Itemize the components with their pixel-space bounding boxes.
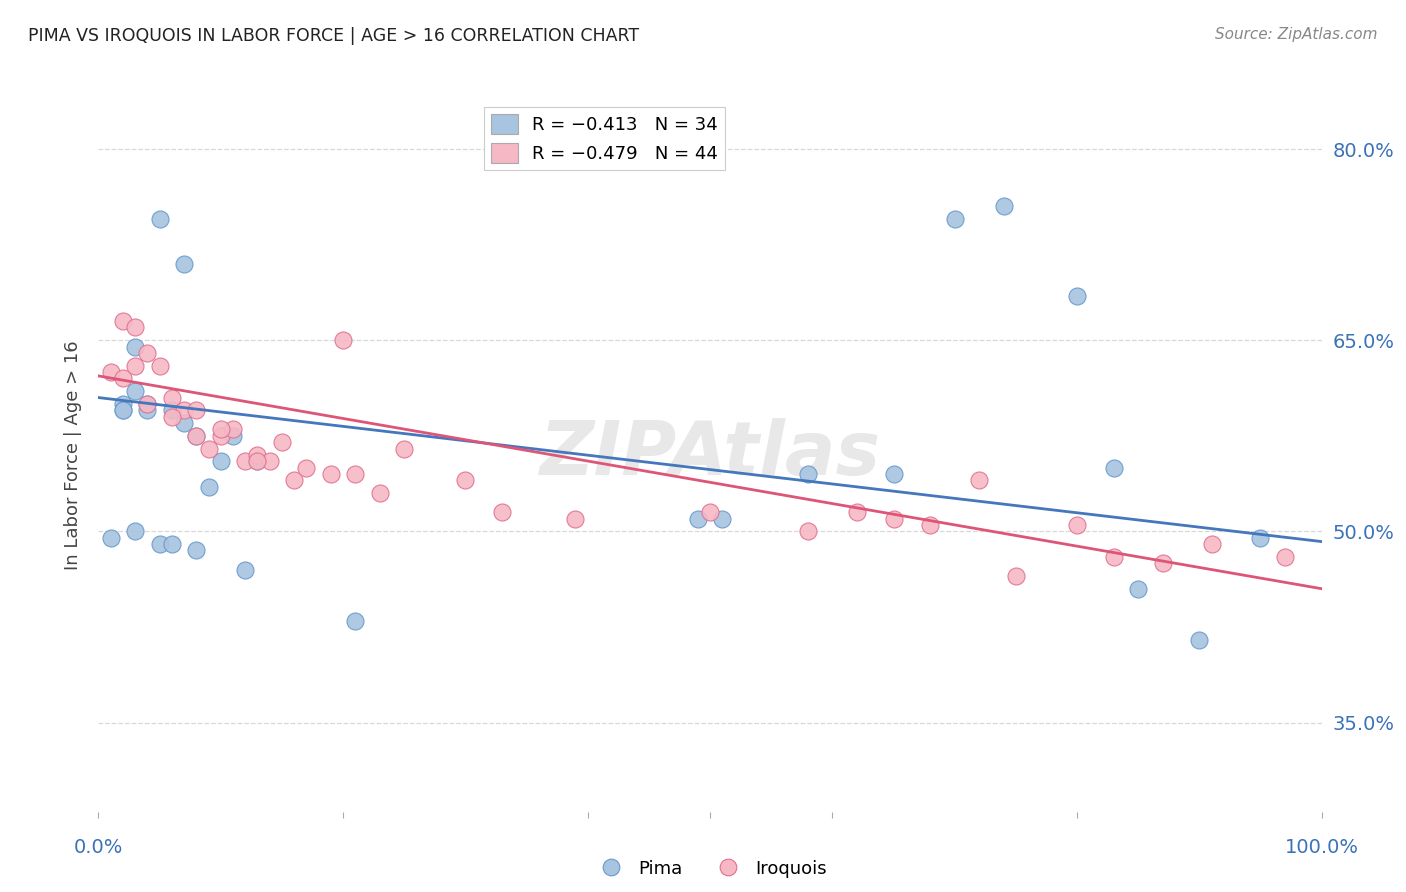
Point xyxy=(173,403,195,417)
Point xyxy=(319,467,342,481)
Point xyxy=(270,435,294,450)
Point xyxy=(283,474,305,488)
Point xyxy=(295,460,318,475)
Point xyxy=(100,365,122,379)
Point xyxy=(111,403,134,417)
Point xyxy=(136,403,159,417)
Point xyxy=(149,537,172,551)
Point xyxy=(1066,288,1088,302)
Point xyxy=(233,563,256,577)
Point xyxy=(100,531,122,545)
Point xyxy=(491,505,513,519)
Point xyxy=(136,397,159,411)
Point xyxy=(797,524,820,539)
Point xyxy=(160,403,183,417)
Point xyxy=(111,403,134,417)
Point xyxy=(686,511,709,525)
Point xyxy=(967,474,990,488)
Text: PIMA VS IROQUOIS IN LABOR FORCE | AGE > 16 CORRELATION CHART: PIMA VS IROQUOIS IN LABOR FORCE | AGE > … xyxy=(28,27,640,45)
Point xyxy=(1102,549,1125,564)
Legend: Pima, Iroquois: Pima, Iroquois xyxy=(586,853,834,885)
Point xyxy=(344,614,367,628)
Y-axis label: In Labor Force | Age > 16: In Labor Force | Age > 16 xyxy=(63,340,82,570)
Point xyxy=(246,448,269,462)
Point xyxy=(124,340,146,354)
Point xyxy=(259,454,281,468)
Point xyxy=(160,537,183,551)
Point xyxy=(197,442,219,456)
Point xyxy=(344,467,367,481)
Point xyxy=(124,320,146,334)
Point xyxy=(173,257,195,271)
Point xyxy=(186,403,208,417)
Point xyxy=(1249,531,1271,545)
Point xyxy=(1004,569,1026,583)
Point xyxy=(186,543,208,558)
Point xyxy=(454,474,477,488)
Point xyxy=(173,416,195,430)
Point xyxy=(943,212,966,227)
Point xyxy=(564,511,586,525)
Point xyxy=(186,429,208,443)
Point xyxy=(883,511,905,525)
Point xyxy=(124,384,146,399)
Point xyxy=(160,409,183,424)
Point xyxy=(149,212,172,227)
Point xyxy=(124,359,146,373)
Point xyxy=(1066,518,1088,533)
Point xyxy=(246,454,269,468)
Text: 100.0%: 100.0% xyxy=(1285,838,1358,857)
Point xyxy=(1274,549,1296,564)
Text: ZIPAtlas: ZIPAtlas xyxy=(540,418,880,491)
Point xyxy=(186,429,208,443)
Point xyxy=(845,505,868,519)
Point xyxy=(1152,556,1174,570)
Point xyxy=(1128,582,1150,596)
Point xyxy=(136,346,159,360)
Point xyxy=(392,442,416,456)
Point xyxy=(209,422,232,436)
Point xyxy=(222,429,245,443)
Point xyxy=(1102,460,1125,475)
Point xyxy=(124,524,146,539)
Point xyxy=(149,359,172,373)
Point xyxy=(1201,537,1223,551)
Point xyxy=(332,333,354,347)
Point xyxy=(222,422,245,436)
Text: 0.0%: 0.0% xyxy=(73,838,124,857)
Point xyxy=(1188,632,1211,647)
Point xyxy=(368,486,391,500)
Point xyxy=(160,391,183,405)
Point xyxy=(209,429,232,443)
Point xyxy=(233,454,256,468)
Point xyxy=(993,199,1015,213)
Text: Source: ZipAtlas.com: Source: ZipAtlas.com xyxy=(1215,27,1378,42)
Point xyxy=(111,314,134,328)
Point xyxy=(111,371,134,385)
Point xyxy=(711,511,734,525)
Point xyxy=(209,454,232,468)
Point xyxy=(136,397,159,411)
Point xyxy=(699,505,721,519)
Point xyxy=(797,467,820,481)
Point xyxy=(246,454,269,468)
Point xyxy=(197,480,219,494)
Point xyxy=(920,518,942,533)
Point xyxy=(883,467,905,481)
Point xyxy=(111,397,134,411)
